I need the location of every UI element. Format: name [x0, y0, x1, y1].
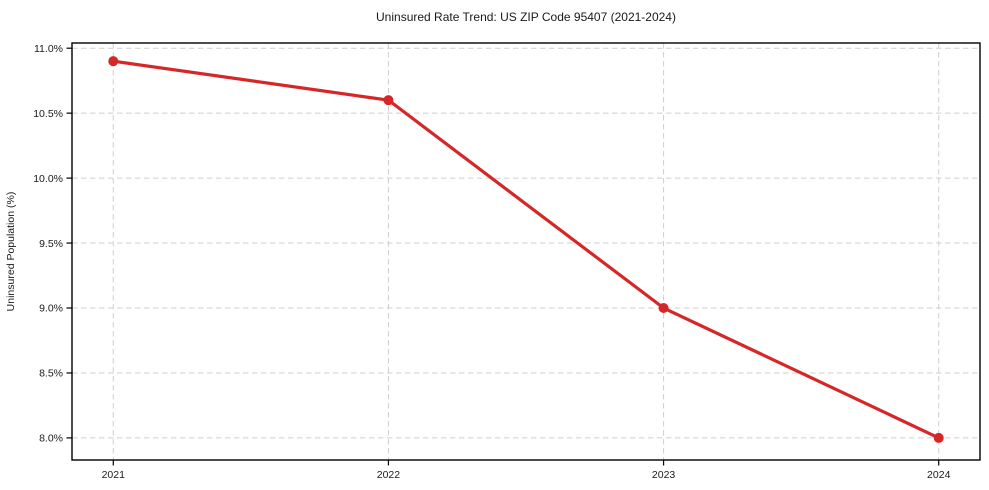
x-tick-label: 2024: [927, 469, 951, 481]
y-tick-label: 8.5%: [39, 368, 63, 380]
y-tick-label: 9.5%: [39, 238, 63, 250]
axes-frame: [71, 42, 981, 461]
trend-line: [111, 59, 941, 440]
chart-title: Uninsured Rate Trend: US ZIP Code 95407 …: [376, 10, 676, 24]
x-tick-label: 2021: [102, 469, 126, 481]
axes-frame-layer: [71, 42, 981, 461]
y-tick-label: 10.0%: [33, 173, 63, 185]
data-point-marker: [108, 56, 119, 67]
y-tick-label: 8.0%: [39, 433, 63, 445]
series-layer: [108, 56, 944, 443]
data-point-marker: [383, 95, 394, 106]
data-point-marker: [658, 303, 669, 314]
y-axis-label: Uninsured Population (%): [5, 192, 17, 312]
grid-layer: [72, 43, 980, 460]
y-tick-label: 10.5%: [33, 108, 63, 120]
y-tick-label: 9.0%: [39, 303, 63, 315]
data-point-marker: [933, 432, 944, 443]
x-tick-label: 2023: [652, 469, 676, 481]
x-tick-label: 2022: [377, 469, 401, 481]
y-tick-label: 11.0%: [34, 43, 63, 55]
tick-layer: 8.0% 8.5% 9.0% 9.5% 10.0% 10.5% 11.0% 2021 2022 2…: [33, 43, 950, 481]
